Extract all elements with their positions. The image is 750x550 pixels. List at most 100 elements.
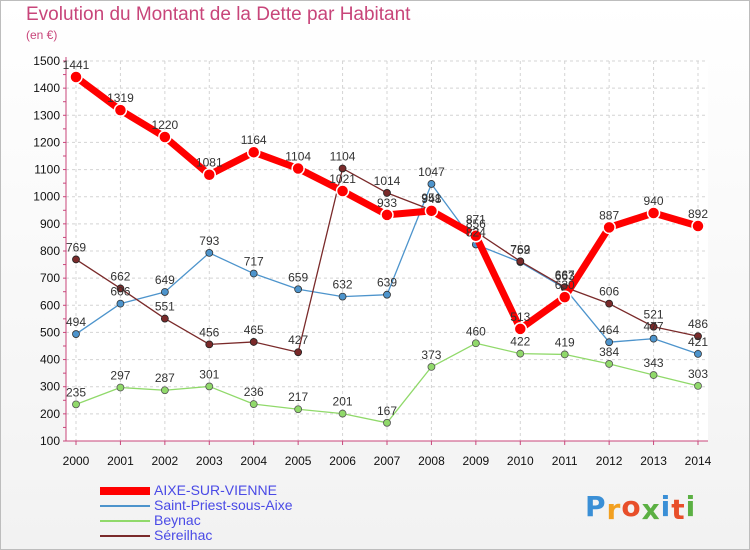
- data-point-saint-priest-sous-aixe: [427, 180, 436, 188]
- data-point-saint-priest-sous-aixe: [605, 338, 614, 347]
- data-label-sereilhac: 427: [288, 333, 308, 347]
- data-label-sereilhac: 486: [688, 317, 708, 331]
- data-point-sereilhac: [694, 332, 702, 341]
- x-tick-label: 2012: [596, 454, 623, 468]
- x-tick-label: 2007: [374, 454, 401, 468]
- x-tick-label: 2014: [685, 454, 712, 468]
- data-point-sereilhac: [338, 164, 347, 173]
- data-point-sereilhac: [649, 322, 658, 331]
- data-point-aixe-sur-vienne: [246, 145, 261, 159]
- data-point-saint-priest-sous-aixe: [116, 299, 125, 308]
- data-point-beynac: [471, 339, 480, 348]
- data-point-aixe-sur-vienne: [380, 208, 394, 222]
- x-tick-label: 2010: [507, 454, 534, 468]
- y-tick-label: 800: [40, 244, 60, 258]
- data-label-beynac: 301: [199, 367, 219, 381]
- data-point-aixe-sur-vienne: [469, 229, 483, 243]
- data-label-aixe-sur-vienne: 856: [466, 217, 486, 231]
- data-label-beynac: 373: [421, 348, 441, 362]
- data-point-beynac: [160, 386, 169, 395]
- y-tick-label: 600: [40, 298, 60, 312]
- y-tick-label: 200: [40, 407, 60, 421]
- legend-swatch: [100, 520, 150, 522]
- y-tick-label: 500: [40, 325, 60, 339]
- data-point-beynac: [294, 405, 303, 414]
- data-point-sereilhac: [605, 299, 614, 308]
- data-point-beynac: [649, 371, 658, 379]
- data-point-sereilhac: [72, 255, 80, 264]
- data-label-beynac: 236: [244, 385, 264, 399]
- data-point-aixe-sur-vienne: [113, 103, 128, 117]
- x-tick-label: 2009: [463, 454, 490, 468]
- legend-label: Séreilhac: [154, 527, 213, 543]
- data-label-saint-priest-sous-aixe: 606: [110, 285, 130, 299]
- data-point-beynac: [338, 409, 347, 418]
- y-tick-label: 1200: [33, 135, 60, 149]
- chart-unit: (en €): [26, 28, 58, 42]
- data-label-sereilhac: 667: [555, 268, 575, 282]
- data-label-aixe-sur-vienne: 933: [377, 196, 397, 210]
- data-label-sereilhac: 769: [66, 240, 86, 254]
- data-label-aixe-sur-vienne: 948: [421, 192, 441, 206]
- data-label-saint-priest-sous-aixe: 824: [466, 225, 486, 239]
- data-label-sereilhac: 521: [644, 308, 664, 322]
- data-point-beynac: [516, 349, 525, 358]
- y-tick-label: 400: [40, 353, 60, 367]
- data-point-aixe-sur-vienne: [69, 70, 83, 84]
- data-point-saint-priest-sous-aixe: [649, 334, 658, 343]
- x-tick-label: 2008: [418, 454, 445, 468]
- data-label-sereilhac: 551: [155, 300, 175, 314]
- x-tick-label: 2000: [63, 454, 90, 468]
- data-point-beynac: [427, 362, 436, 371]
- data-label-beynac: 460: [466, 324, 486, 338]
- data-label-aixe-sur-vienne: 1021: [329, 172, 356, 186]
- data-label-saint-priest-sous-aixe: 464: [599, 323, 619, 337]
- data-label-sereilhac: 456: [199, 325, 219, 339]
- data-label-aixe-sur-vienne: 1081: [196, 156, 223, 170]
- data-label-beynac: 422: [510, 335, 530, 349]
- data-label-sereilhac: 871: [466, 213, 486, 227]
- data-point-beynac: [72, 400, 80, 409]
- data-point-saint-priest-sous-aixe: [383, 290, 391, 299]
- data-label-saint-priest-sous-aixe: 793: [199, 234, 219, 248]
- data-label-saint-priest-sous-aixe: 717: [244, 255, 264, 269]
- data-label-beynac: 217: [288, 390, 308, 404]
- x-tick-label: 2002: [152, 454, 179, 468]
- data-point-aixe-sur-vienne: [202, 167, 217, 182]
- data-point-saint-priest-sous-aixe: [338, 292, 347, 301]
- x-tick-label: 2006: [329, 454, 356, 468]
- legend-label: Beynac: [154, 512, 201, 528]
- data-point-sereilhac: [116, 284, 125, 293]
- data-label-saint-priest-sous-aixe: 494: [66, 315, 86, 329]
- y-tick-label: 1100: [34, 163, 60, 177]
- data-label-saint-priest-sous-aixe: 421: [688, 335, 708, 349]
- data-point-aixe-sur-vienne: [291, 161, 305, 176]
- data-label-beynac: 303: [688, 367, 708, 381]
- chart-title: Evolution du Montant de la Dette par Hab…: [26, 4, 411, 25]
- data-point-aixe-sur-vienne: [602, 220, 616, 235]
- data-label-beynac: 287: [155, 371, 175, 385]
- data-point-aixe-sur-vienne: [691, 219, 705, 233]
- data-point-beynac: [560, 350, 569, 359]
- y-tick-label: 100: [40, 434, 60, 448]
- x-tick-label: 2001: [107, 454, 134, 468]
- data-point-aixe-sur-vienne: [158, 130, 172, 144]
- data-label-aixe-sur-vienne: 892: [688, 207, 708, 221]
- legend-swatch: [100, 487, 150, 495]
- data-point-sereilhac: [160, 314, 169, 323]
- data-label-aixe-sur-vienne: 1164: [241, 133, 267, 147]
- data-point-saint-priest-sous-aixe: [249, 269, 258, 278]
- data-point-beynac: [605, 360, 614, 368]
- data-label-beynac: 343: [644, 356, 664, 370]
- data-point-beynac: [205, 382, 214, 391]
- data-point-saint-priest-sous-aixe: [72, 330, 80, 338]
- data-label-aixe-sur-vienne: 1220: [152, 118, 179, 132]
- data-point-saint-priest-sous-aixe: [205, 248, 214, 257]
- data-label-beynac: 419: [555, 335, 575, 349]
- x-tick-label: 2004: [240, 454, 267, 468]
- data-point-beynac: [249, 400, 258, 408]
- x-tick-label: 2005: [285, 454, 312, 468]
- data-point-beynac: [694, 381, 702, 390]
- data-label-aixe-sur-vienne: 630: [555, 278, 575, 292]
